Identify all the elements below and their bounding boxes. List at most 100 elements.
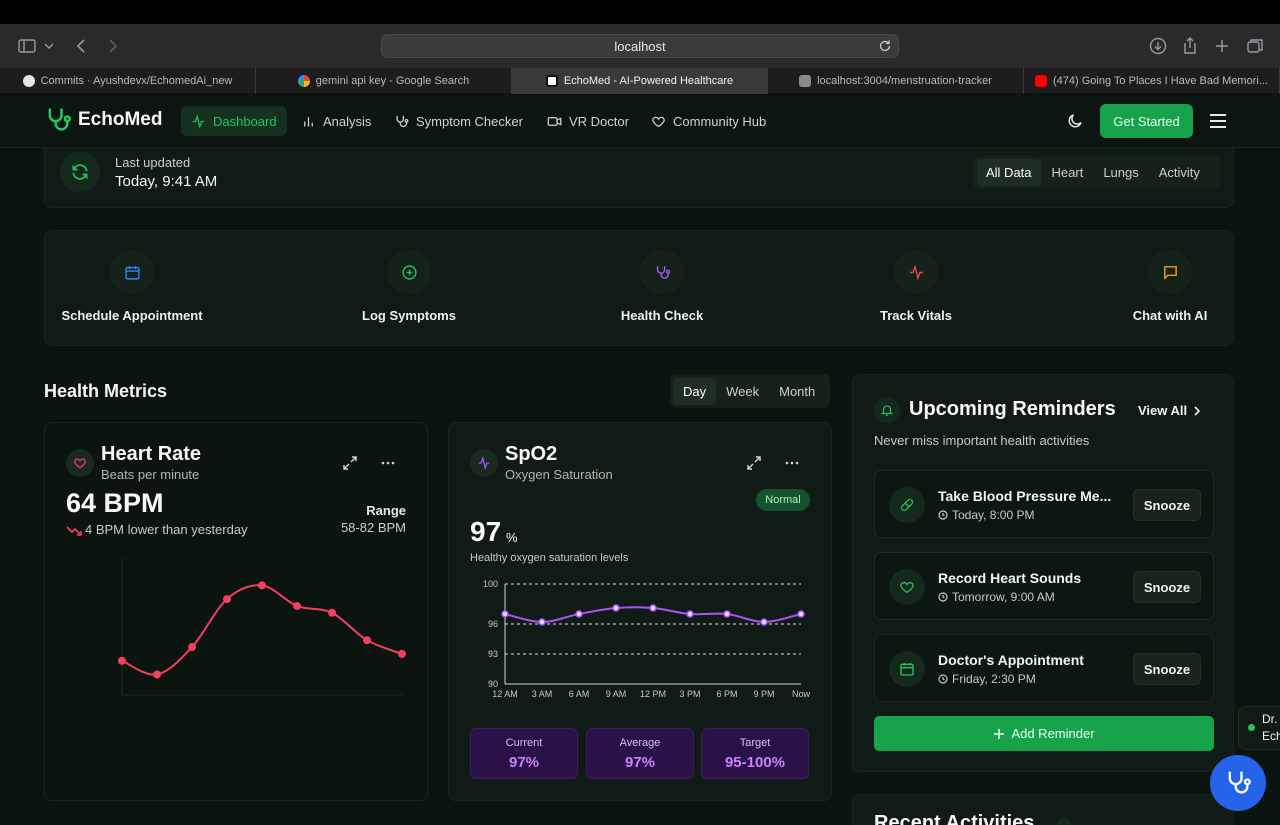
spo2-point bbox=[612, 604, 620, 612]
recent-activities-title: Recent Activities bbox=[874, 812, 1035, 825]
add-reminder-button[interactable]: Add Reminder bbox=[874, 716, 1214, 751]
x-tick-label: 3 PM bbox=[679, 689, 700, 699]
reminder-time: Tomorrow, 9:00 AM bbox=[938, 590, 1055, 604]
stethoscope-icon bbox=[396, 115, 409, 127]
tab-label: EchoMed - AI-Powered Healthcare bbox=[563, 75, 734, 87]
heart-rate-point bbox=[223, 595, 231, 604]
nav-dashboard[interactable]: Dashboard bbox=[181, 106, 287, 136]
browser-tab[interactable]: (474) Going To Places I Have Bad Memori.… bbox=[1024, 68, 1280, 94]
browser-tab-active[interactable]: EchoMed - AI-Powered Healthcare bbox=[512, 68, 768, 94]
last-updated-value: Today, 9:41 AM bbox=[115, 173, 218, 190]
reminder-name: Record Heart Sounds bbox=[938, 570, 1082, 586]
range-week[interactable]: Week bbox=[726, 383, 760, 399]
new-tab-icon[interactable] bbox=[1212, 36, 1232, 56]
share-icon[interactable] bbox=[1180, 36, 1200, 56]
url-bar[interactable]: localhost bbox=[381, 34, 899, 58]
hamburger-menu-icon[interactable] bbox=[1208, 112, 1228, 130]
reload-icon[interactable] bbox=[878, 39, 892, 53]
tab-label: gemini api key - Google Search bbox=[315, 75, 470, 87]
quick-action-track-vitals[interactable]: Track Vitals bbox=[826, 250, 1006, 323]
browser-tab[interactable]: localhost:3004/menstruation-tracker bbox=[768, 68, 1024, 94]
quick-action-log-symptoms[interactable]: Log Symptoms bbox=[319, 250, 499, 323]
nav-label: Analysis bbox=[323, 113, 372, 129]
quick-action-schedule-appointment[interactable]: Schedule Appointment bbox=[42, 250, 222, 323]
more-options-icon[interactable] bbox=[784, 455, 800, 471]
brand-logo[interactable]: EchoMed bbox=[44, 106, 162, 134]
snooze-button[interactable]: Snooze bbox=[1133, 653, 1201, 685]
view-all-link[interactable]: View All bbox=[1138, 403, 1203, 418]
spo2-description: Healthy oxygen saturation levels bbox=[470, 552, 629, 564]
stat-label: Average bbox=[619, 736, 661, 749]
heart-rate-point bbox=[188, 643, 196, 652]
reminder-item[interactable]: Record Heart Sounds Tomorrow, 9:00 AM Sn… bbox=[874, 552, 1214, 620]
back-icon[interactable] bbox=[72, 36, 92, 56]
y-tick-label: 100 bbox=[483, 579, 498, 589]
tab-overview-icon[interactable] bbox=[1245, 36, 1265, 56]
recent-activities-card bbox=[852, 794, 1234, 825]
x-tick-label: 12 PM bbox=[640, 689, 666, 699]
y-tick-label: 93 bbox=[488, 649, 498, 659]
quick-action-label: Track Vitals bbox=[879, 308, 953, 323]
tab-label: Commits · Ayushdevx/EchomedAi_new bbox=[40, 75, 233, 87]
expand-icon[interactable] bbox=[342, 455, 358, 471]
quick-action-chat-with-ai[interactable]: Chat with AI bbox=[1080, 250, 1260, 323]
nav-label: VR Doctor bbox=[569, 113, 629, 129]
time-range-tabs: Day Week Month bbox=[670, 374, 830, 408]
reminder-time-text: Friday, 2:30 PM bbox=[952, 672, 1036, 686]
heart-rate-subtitle: Beats per minute bbox=[101, 467, 200, 482]
nav-analysis[interactable]: Analysis bbox=[291, 106, 381, 136]
filter-lungs[interactable]: Lungs bbox=[1103, 165, 1139, 180]
spo2-point bbox=[538, 618, 546, 626]
quick-action-label: Chat with AI bbox=[1132, 308, 1208, 323]
assistant-status-pill[interactable] bbox=[1238, 706, 1280, 750]
reminder-item[interactable]: Doctor's Appointment Friday, 2:30 PM Sno… bbox=[874, 634, 1214, 702]
expand-icon[interactable] bbox=[746, 455, 762, 471]
range-month[interactable]: Month bbox=[779, 383, 816, 399]
sidebar-toggle-icon[interactable] bbox=[17, 36, 37, 56]
get-started-button[interactable]: Get Started bbox=[1100, 104, 1193, 138]
heart-icon bbox=[900, 581, 914, 594]
quick-action-label: Log Symptoms bbox=[362, 308, 456, 323]
filter-activity[interactable]: Activity bbox=[1158, 165, 1200, 180]
heart-rate-point bbox=[258, 581, 266, 590]
refresh-icon[interactable] bbox=[60, 152, 100, 192]
range-day[interactable]: Day bbox=[673, 377, 717, 405]
heart-rate-point bbox=[293, 601, 301, 610]
filter-all-data[interactable]: All Data bbox=[977, 159, 1041, 186]
snooze-button[interactable]: Snooze bbox=[1133, 571, 1201, 603]
y-tick-label: 96 bbox=[488, 619, 498, 629]
activity-icon bbox=[1057, 818, 1071, 825]
stat-value: 97% bbox=[624, 753, 656, 771]
download-icon[interactable] bbox=[1148, 36, 1168, 56]
moon-icon[interactable] bbox=[1066, 112, 1084, 130]
nav-community-hub[interactable]: Community Hub bbox=[641, 106, 776, 136]
x-tick-label: 9 PM bbox=[753, 689, 774, 699]
reminder-time: Friday, 2:30 PM bbox=[938, 672, 1036, 686]
browser-tab[interactable]: Commits · Ayushdevx/EchomedAi_new bbox=[0, 68, 256, 94]
forward-icon[interactable] bbox=[102, 36, 122, 56]
browser-tab[interactable]: gemini api key - Google Search bbox=[256, 68, 512, 94]
more-options-icon[interactable] bbox=[380, 455, 396, 471]
snooze-button[interactable]: Snooze bbox=[1133, 489, 1201, 521]
nav-label: Community Hub bbox=[673, 113, 767, 129]
spo2-stat-average: Average 97% bbox=[586, 728, 694, 779]
quick-action-label: Schedule Appointment bbox=[61, 308, 203, 323]
nav-symptom-checker[interactable]: Symptom Checker bbox=[384, 106, 533, 136]
reminder-item[interactable]: Take Blood Pressure Me... Today, 8:00 PM… bbox=[874, 470, 1214, 538]
x-tick-label: 9 AM bbox=[606, 689, 627, 699]
nav-vr-doctor[interactable]: VR Doctor bbox=[537, 106, 639, 136]
chevron-down-icon[interactable] bbox=[42, 36, 56, 56]
filter-heart[interactable]: Heart bbox=[1051, 165, 1084, 180]
quick-action-health-check[interactable]: Health Check bbox=[572, 250, 752, 323]
ai-doctor-fab[interactable] bbox=[1210, 755, 1266, 811]
heart-rate-point bbox=[328, 608, 336, 617]
spo2-point bbox=[686, 610, 694, 618]
bell-icon bbox=[874, 397, 900, 423]
bar-chart-icon bbox=[304, 116, 313, 126]
activity-icon bbox=[909, 263, 923, 281]
last-updated-label: Last updated bbox=[115, 155, 191, 170]
x-tick-label: 6 AM bbox=[569, 689, 590, 699]
heart-rate-point bbox=[118, 656, 126, 665]
spo2-stat-target: Target 95-100% bbox=[701, 728, 809, 779]
